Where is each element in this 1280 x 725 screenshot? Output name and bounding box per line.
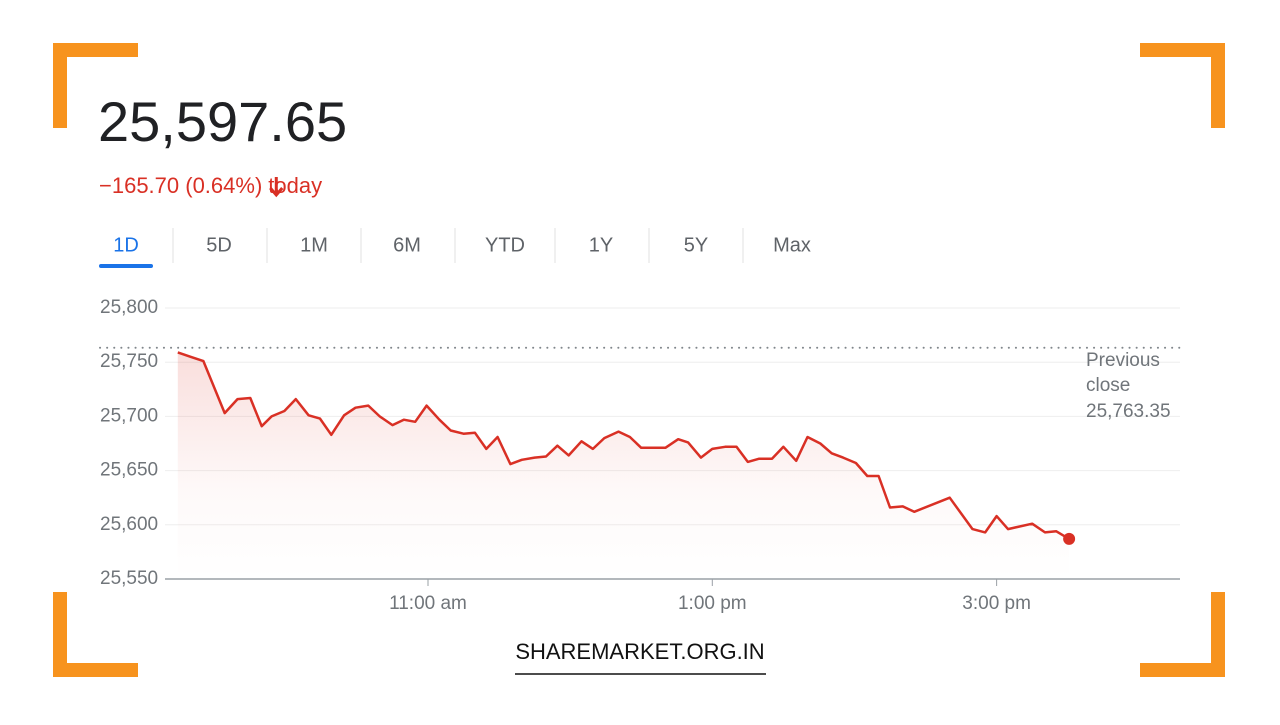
x-tick-label: 1:00 pm: [678, 593, 747, 614]
tab[interactable]: Max: [773, 234, 811, 256]
price: 25,597.65: [98, 90, 347, 153]
footer: SHAREMARKET.ORG.IN: [515, 639, 764, 664]
tab[interactable]: 6M: [393, 234, 421, 256]
y-tick-label: 25,600: [100, 514, 158, 535]
corner-frame: [53, 43, 1225, 677]
x-tick-label: 3:00 pm: [962, 593, 1031, 614]
tabs: 1D 5D 1M 6M YTD 1Y 5Y Max: [99, 228, 811, 268]
reference-label: Previous close: [1086, 350, 1160, 396]
x-tick-label: 11:00 am: [389, 593, 467, 614]
tab[interactable]: YTD: [485, 234, 525, 256]
tab[interactable]: 1D: [113, 234, 139, 256]
last-point: [1063, 532, 1076, 545]
tab[interactable]: 5Y: [684, 234, 708, 256]
tab[interactable]: 5D: [206, 234, 232, 256]
y-tick-label: 25,650: [100, 460, 158, 481]
change-line: −165.70 (0.64%) today: [99, 173, 322, 198]
tab[interactable]: 1Y: [589, 234, 613, 256]
y-tick-label: 25,800: [100, 297, 158, 318]
area: [177, 352, 1070, 579]
tab[interactable]: 1M: [300, 234, 328, 256]
down-arrow: [269, 177, 284, 198]
reference-value: 25,763.35: [1086, 401, 1171, 422]
price-line: [177, 351, 1070, 540]
y-tick-label: 25,550: [100, 568, 158, 589]
chart: 25,550 25,600 25,650 25,700 25,750 25,800 11:0…: [99, 297, 1181, 614]
active-tab-indicator: [99, 264, 153, 268]
y-tick-label: 25,700: [100, 405, 158, 426]
y-tick-label: 25,750: [100, 351, 158, 372]
